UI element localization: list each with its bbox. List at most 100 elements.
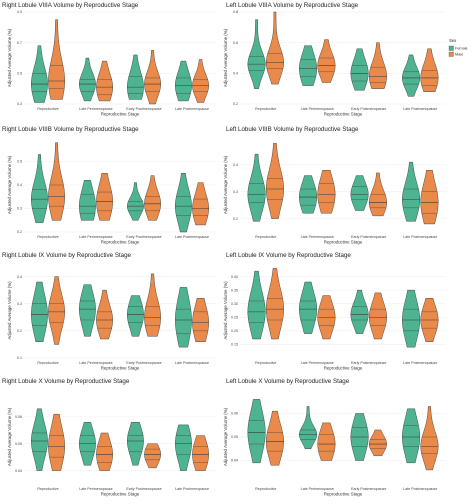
- y-axis-label: Adjusted Average Volume (%): [7, 281, 12, 340]
- y-tick-label: 0.40: [231, 275, 238, 279]
- violin-shape: [247, 19, 266, 89]
- y-tick-label: 0.3: [233, 190, 238, 194]
- violin-shape: [79, 180, 96, 221]
- legend-swatch: [448, 51, 454, 57]
- x-axis-label: Reproductive Stage: [324, 492, 363, 497]
- panel-title: Left Lobule IX Volume by Reproductive St…: [226, 252, 351, 259]
- violin-shape: [192, 59, 209, 103]
- x-tick-label: Early Postmenopause: [126, 361, 161, 365]
- violin-shape: [127, 295, 144, 337]
- violin-shape: [144, 175, 161, 221]
- x-tick-label: Reproductive: [37, 107, 58, 111]
- x-tick-label: Reproductive: [255, 235, 276, 239]
- violin-shape: [265, 268, 284, 340]
- x-axis-label: Reproductive Stage: [101, 492, 140, 497]
- y-axis-label: Adjusted Average Volume (%): [223, 281, 228, 340]
- violin-shape: [350, 289, 369, 334]
- x-tick-label: Reproductive: [255, 107, 276, 111]
- panel-title: Right Lobule VIIIB Volume by Reproductiv…: [2, 126, 139, 133]
- violin-shape: [144, 273, 161, 337]
- x-tick-label: Late Perimenopause: [79, 487, 112, 491]
- violin-shape: [299, 406, 318, 449]
- y-tick-label: 0.2: [17, 230, 22, 234]
- x-tick-label: Early Postmenopause: [351, 361, 386, 365]
- y-tick-label: 0.4: [17, 183, 22, 187]
- x-tick-label: Late Postmenopause: [403, 235, 437, 239]
- violin-shape: [317, 39, 336, 83]
- y-tick-label: 0.5: [17, 72, 22, 76]
- x-tick-label: Late Perimenopause: [301, 487, 334, 491]
- y-axis-label: Adjusted Average Volume (%): [223, 155, 228, 214]
- violin-shape: [48, 276, 65, 345]
- panel-title: Left Lobule VIIIA Volume by Reproductive…: [226, 2, 359, 9]
- y-axis-label: Adjusted Average Volume (%): [7, 155, 12, 214]
- violin-shape: [31, 281, 48, 342]
- x-tick-label: Late Postmenopause: [403, 361, 437, 365]
- violin-shape: [265, 11, 284, 85]
- violin-shape: [48, 142, 65, 221]
- y-tick-label: 0.4: [233, 72, 238, 76]
- x-tick-label: Late Postmenopause: [403, 487, 437, 491]
- violin-shape: [368, 292, 387, 340]
- x-axis-label: Reproductive Stage: [101, 112, 140, 117]
- y-tick-label: 0.06: [231, 412, 238, 416]
- violin-shape: [192, 182, 209, 226]
- violin-shape: [317, 170, 336, 214]
- x-tick-label: Late Perimenopause: [301, 107, 334, 111]
- x-tick-label: Early Postmenopause: [126, 487, 161, 491]
- violin-shape: [402, 161, 421, 222]
- violin-shape: [127, 54, 144, 100]
- violin-shape: [175, 424, 192, 471]
- y-axis-label: Adjusted Average Volume (%): [223, 28, 228, 87]
- violin-shape: [96, 173, 113, 221]
- violin-panel: Right Lobule IX Volume by Reproductive S…: [2, 252, 216, 371]
- y-axis-label: Adjusted Average Volume (%): [7, 28, 12, 87]
- violin-shape: [368, 429, 387, 457]
- y-tick-label: 0.06: [15, 415, 22, 419]
- y-tick-label: 0.3: [17, 102, 22, 106]
- x-axis-label: Reproductive Stage: [101, 366, 140, 371]
- x-tick-label: Late Perimenopause: [79, 361, 112, 365]
- violin-panel: Left Lobule VIIIA Volume by Reproductive…: [223, 2, 446, 117]
- violin-shape: [350, 48, 369, 91]
- panel-title: Right Lobule X Volume by Reproductive St…: [2, 378, 130, 385]
- x-tick-label: Early Postmenopause: [351, 487, 386, 491]
- violin-panel: Left Lobule VIIIB Volume by Reproductive…: [223, 126, 446, 245]
- violin-panel: Right Lobule VIIIB Volume by Reproductiv…: [2, 126, 216, 245]
- violin-shape: [144, 443, 161, 469]
- x-axis-label: Reproductive Stage: [324, 366, 363, 371]
- y-tick-label: 0.3: [17, 302, 22, 306]
- legend: Sex Female Male: [448, 38, 468, 57]
- violin-shape: [127, 422, 144, 466]
- x-tick-label: Early Postmenopause: [126, 107, 161, 111]
- violin-shape: [31, 408, 48, 471]
- violin-shape: [299, 281, 318, 334]
- x-tick-label: Late Perimenopause: [79, 235, 112, 239]
- violin-shape: [96, 432, 113, 471]
- x-tick-label: Reproductive: [255, 487, 276, 491]
- violin-shape: [247, 399, 266, 464]
- y-tick-label: 0.2: [233, 102, 238, 106]
- x-tick-label: Reproductive: [37, 487, 58, 491]
- x-tick-label: Early Postmenopause: [351, 235, 386, 239]
- y-tick-label: 0.1: [17, 356, 22, 360]
- x-axis-label: Reproductive Stage: [324, 240, 363, 245]
- violin-shape: [317, 422, 336, 461]
- panel-title: Left Lobule X Volume by Reproductive Sta…: [226, 378, 350, 385]
- y-tick-label: 0.7: [17, 41, 22, 45]
- violin-shape: [299, 175, 318, 214]
- y-tick-label: 0.9: [17, 10, 22, 14]
- x-tick-label: Reproductive: [255, 361, 276, 365]
- y-tick-label: 0.05: [15, 442, 22, 446]
- violin-shape: [31, 45, 48, 103]
- violin-shape: [247, 270, 266, 340]
- x-tick-label: Late Postmenopause: [403, 107, 437, 111]
- violin-shape: [192, 435, 209, 471]
- y-tick-label: 0.35: [231, 288, 238, 292]
- violin-shape: [299, 45, 318, 86]
- y-tick-label: 0.04: [15, 469, 22, 473]
- y-tick-label: 0.04: [231, 459, 238, 463]
- violin-shape: [265, 410, 284, 466]
- violin-shape: [247, 153, 266, 222]
- x-tick-label: Reproductive: [37, 235, 58, 239]
